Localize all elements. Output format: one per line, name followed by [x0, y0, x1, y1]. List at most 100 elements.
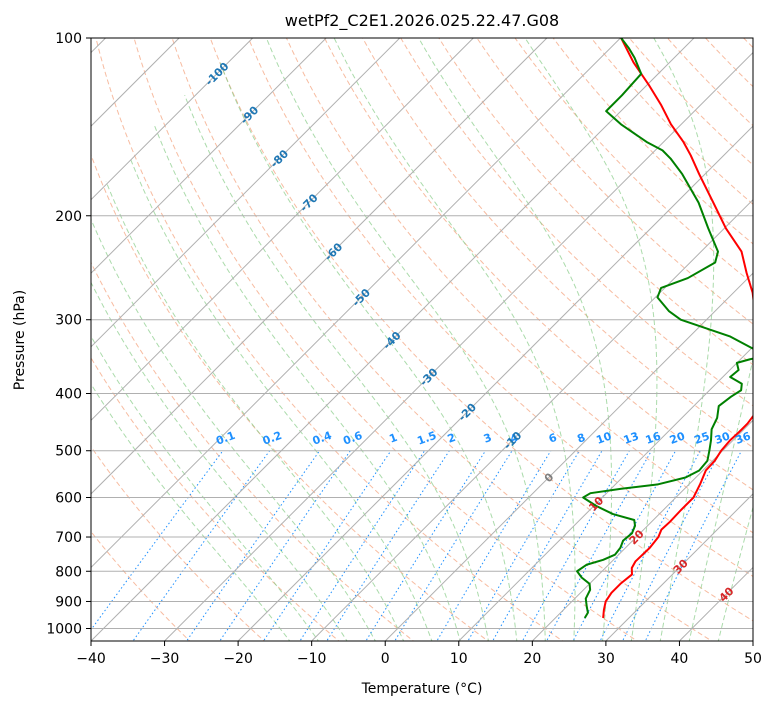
- isotherm-line: [605, 493, 753, 641]
- isotherm-label: -100: [203, 60, 232, 89]
- isotherm-line: [164, 51, 753, 641]
- line-annotations: 0.1 0.2 0.4 0.6 1 1.5 2 3 4 6 8 10 13 16 20 25 30 36 -100 -…: [203, 60, 753, 605]
- moist-adiabat-line: [184, 95, 489, 641]
- moist-adiabat-line: [91, 218, 376, 641]
- mixing-ratio-label: 20: [668, 429, 687, 447]
- mixing-ratio-label: 2: [446, 431, 458, 446]
- mixing-ratio-label: 1.5: [415, 429, 438, 448]
- y-tick-label: 700: [55, 530, 82, 546]
- dry-adiabat-line: [666, 38, 753, 127]
- dry-adiabat-line: [704, 38, 753, 88]
- mixing-ratio-line: [467, 450, 580, 641]
- mixing-ratio-line: [326, 450, 450, 641]
- mixing-ratio-line: [365, 450, 486, 641]
- x-tick-label: 0: [381, 651, 390, 667]
- isotherm-line: [91, 38, 327, 274]
- x-tick-label: −30: [150, 651, 180, 667]
- isotherm-line: [311, 198, 753, 641]
- mixing-ratio-lines: [91, 450, 742, 641]
- dry-adiabat-line: [247, 38, 753, 577]
- mixing-ratio-label: 4: [508, 431, 520, 446]
- y-tick-label: 100: [55, 31, 82, 47]
- y-axis-ticks: 1000 900 800 700 600 500 400 300 200 100: [46, 31, 91, 637]
- mixing-ratio-line: [644, 450, 742, 641]
- y-tick-label: 800: [55, 564, 82, 580]
- y-tick-label: 1000: [46, 621, 82, 637]
- mixing-ratio-label: 1: [387, 431, 399, 446]
- mixing-ratio-label: 0.4: [311, 429, 334, 448]
- chart-title: wetPf2_C2E1.2026.025.22.47.G08: [285, 11, 559, 31]
- isotherm-line: [384, 272, 753, 641]
- y-tick-label: 500: [55, 444, 82, 460]
- moist-adiabat-line: [418, 38, 613, 641]
- isotherm-line: [91, 38, 401, 348]
- isotherm-line: [91, 38, 254, 201]
- y-tick-label: 200: [55, 209, 82, 225]
- plot-area: 0.1 0.2 0.4 0.6 1 1.5 2 3 4 6 8 10 13 16 20 25 30 36 -100 -…: [91, 25, 775, 644]
- mixing-ratio-label: 36: [734, 429, 753, 447]
- moist-adiabat-line: [524, 38, 658, 641]
- x-tick-label: 30: [597, 651, 615, 667]
- dry-adiabat-line: [362, 38, 753, 449]
- isotherm-line: [752, 640, 753, 641]
- dewpoint-profile-line: [576, 38, 753, 619]
- dry-adiabat-line: [209, 38, 753, 622]
- dry-adiabat-line: [95, 38, 564, 641]
- dry-adiabat-line: [323, 38, 753, 491]
- mixing-ratio-line: [219, 450, 351, 641]
- isotherm-line: [458, 346, 753, 641]
- moist-adiabat-line: [105, 181, 405, 641]
- grid-lines: [91, 38, 753, 641]
- isotherm-line: [679, 566, 753, 641]
- isotherm-line: [91, 38, 548, 495]
- x-tick-label: −10: [297, 651, 327, 667]
- plot-frame: [90, 37, 754, 642]
- x-tick-label: −20: [223, 651, 253, 667]
- mixing-ratio-label: 0.6: [341, 429, 364, 448]
- mixing-ratio-label: 25: [692, 430, 711, 447]
- mixing-ratio-label: 16: [644, 429, 663, 447]
- dry-adiabat-line: [514, 38, 753, 285]
- y-tick-label: 600: [55, 490, 82, 506]
- mixing-ratio-line: [436, 450, 552, 641]
- dry-adiabat-line: [400, 38, 753, 407]
- isotherm-label: -10: [501, 429, 524, 452]
- dry-adiabat-line: [91, 445, 265, 641]
- isotherm-line: [91, 38, 695, 641]
- dry-adiabat-line: [91, 530, 191, 641]
- mixing-ratio-label: 8: [575, 431, 587, 446]
- moist-adiabat-line: [91, 335, 320, 641]
- mixing-ratio-label: 0.2: [261, 429, 284, 448]
- mixing-ratio-label: 13: [622, 430, 641, 447]
- isotherm-line: [91, 38, 621, 569]
- mixing-ratio-label: 10: [594, 429, 613, 447]
- mixing-ratio-line: [262, 450, 392, 641]
- x-tick-label: 10: [450, 651, 468, 667]
- moist-adiabat-line: [91, 383, 291, 641]
- dry-adiabat-line: [552, 38, 753, 245]
- moist-adiabat-line: [653, 38, 715, 641]
- x-tick-label: 20: [523, 651, 541, 667]
- moist-adiabat-line: [717, 505, 753, 641]
- mixing-ratio-line: [621, 450, 722, 641]
- y-tick-label: 300: [55, 313, 82, 329]
- x-axis-label: Temperature (°C): [361, 681, 483, 697]
- mixing-ratio-label: 6: [547, 431, 559, 446]
- dry-adiabat-line: [476, 38, 753, 325]
- y-axis-label: Pressure (hPa): [12, 290, 28, 390]
- mixing-ratio-label: 0.1: [214, 429, 237, 448]
- dry-adiabat-line: [769, 25, 775, 644]
- x-tick-label: −40: [76, 651, 106, 667]
- mixing-ratio-line: [132, 450, 271, 641]
- dry-adiabat-line: [133, 38, 639, 641]
- isotherm-line: [237, 125, 753, 641]
- moist-adiabat-line: [688, 356, 753, 641]
- y-tick-label: 900: [55, 594, 82, 610]
- dry-adiabat-line: [171, 38, 713, 641]
- mixing-ratio-line: [394, 450, 513, 641]
- moist-adiabat-line: [91, 281, 348, 641]
- dry-adiabat-line: [285, 38, 753, 534]
- moist-adiabat-line: [129, 158, 433, 641]
- mixing-ratio-line: [299, 450, 426, 641]
